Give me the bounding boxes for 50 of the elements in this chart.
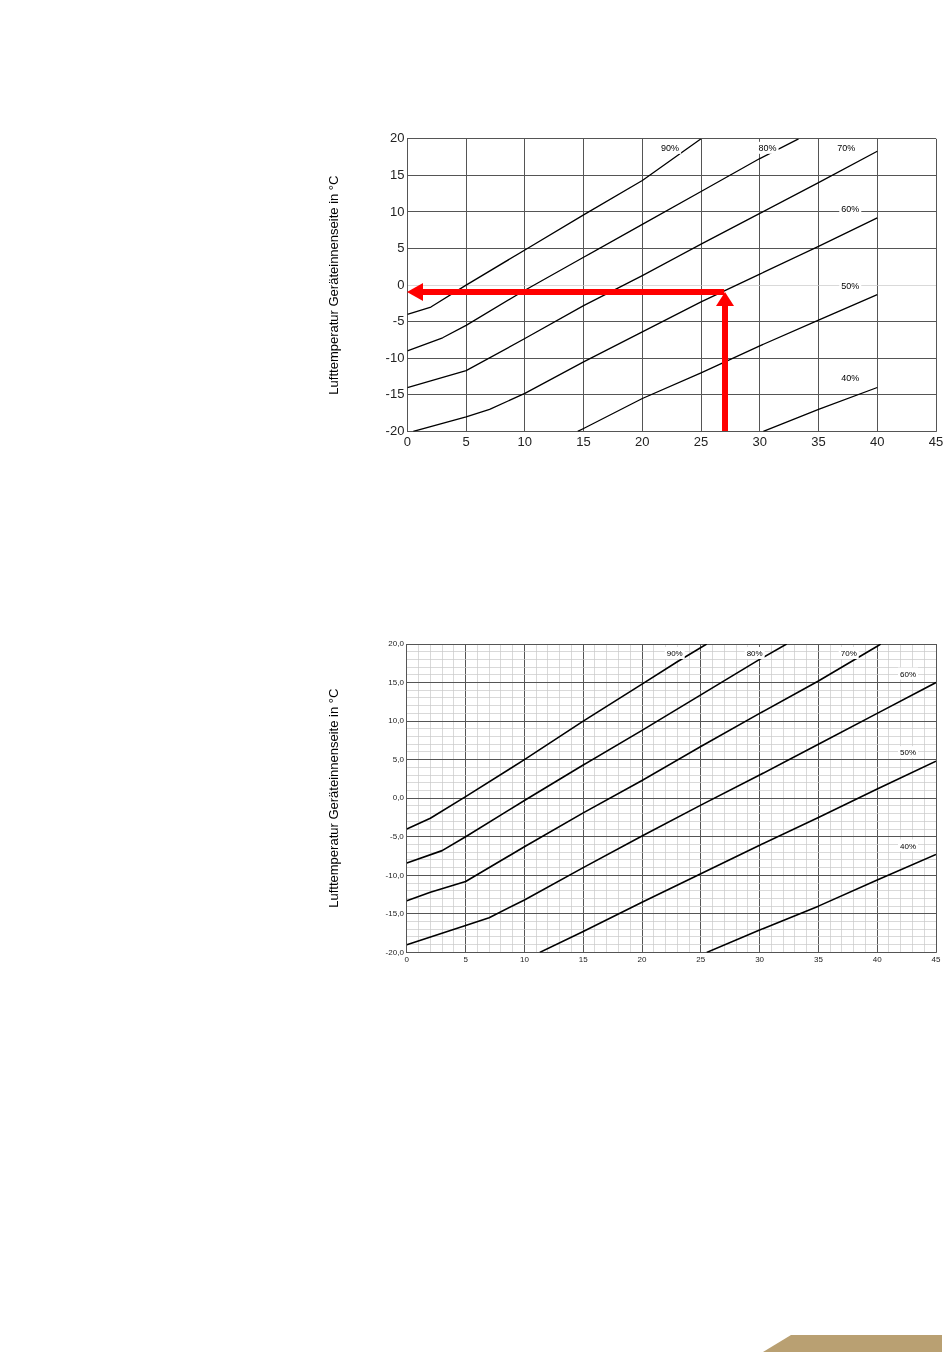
x-tick-label: 20 (637, 955, 648, 965)
y-tick-label: -5 (392, 313, 405, 329)
x-tick-label: 30 (752, 433, 768, 449)
y-tick-label: 10,0 (388, 716, 405, 726)
series-label: 40% (900, 841, 917, 851)
y-tick-label: -15,0 (385, 909, 405, 919)
y-axis-title: Lufttemperatur Geräteinnenseite in °C (326, 175, 342, 395)
x-tick-label: 45 (928, 433, 944, 449)
series-label: 50% (900, 748, 917, 758)
x-tick-label: 25 (696, 955, 706, 965)
y-tick-label: 0,0 (392, 793, 405, 803)
y-tick-label: -10,0 (385, 870, 405, 880)
series-label: 60% (900, 669, 917, 679)
x-tick-label: 5 (462, 433, 470, 449)
series-label: 90% (661, 142, 680, 153)
x-tick-label: 40 (870, 433, 885, 449)
y-tick-label: -5,0 (390, 831, 405, 841)
y-axis-title: Lufttemperatur Geräteinnenseite in °C (326, 688, 342, 908)
x-tick-label: 10 (519, 955, 530, 965)
y-tick-label: -15 (385, 386, 405, 402)
series-label: 50% (841, 280, 860, 291)
x-tick-label: 35 (811, 433, 826, 449)
series-label: 40% (841, 373, 860, 384)
x-tick-label: 35 (813, 955, 824, 965)
x-tick-label: 15 (578, 955, 589, 965)
y-tick-label: -10 (385, 349, 405, 365)
x-tick-label: 15 (576, 433, 591, 449)
x-tick-label: 5 (463, 955, 469, 965)
series-label: 70% (837, 142, 856, 153)
y-tick-label: 20,0 (388, 639, 405, 649)
x-tick-label: 10 (517, 433, 533, 449)
y-tick-label: 20 (389, 130, 405, 146)
x-tick-label: 45 (931, 955, 941, 965)
y-tick-label: 0 (397, 276, 405, 292)
series-label: 90% (666, 649, 683, 659)
x-tick-label: 40 (872, 955, 883, 965)
y-tick-label: 10 (389, 203, 405, 219)
series-label: 80% (746, 649, 763, 659)
y-tick-label: 15,0 (388, 677, 405, 687)
series-label: 70% (840, 649, 857, 659)
y-tick-label: 5,0 (392, 754, 405, 764)
series-label: 60% (841, 203, 860, 214)
y-tick-label: 15 (389, 166, 405, 182)
y-tick-label: 5 (397, 240, 405, 256)
x-tick-label: 25 (693, 433, 709, 449)
series-label: 80% (758, 142, 777, 153)
x-tick-label: 30 (755, 955, 765, 965)
x-tick-label: 20 (635, 433, 650, 449)
y-tick-label: -20,0 (385, 947, 405, 957)
y-tick-label: -20 (385, 422, 405, 438)
